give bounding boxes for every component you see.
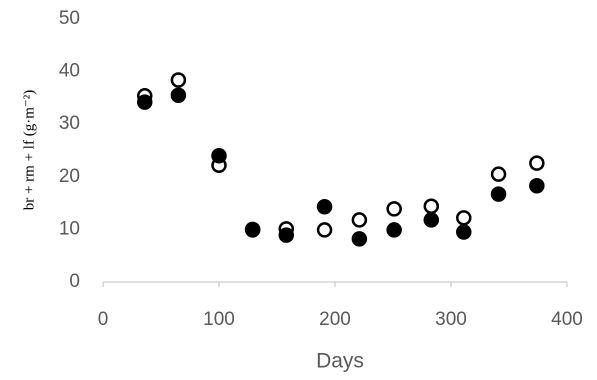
- point: [529, 155, 545, 171]
- x-tick-label: 100: [203, 309, 235, 330]
- y-tick-label: 10: [59, 218, 80, 239]
- y-axis-label: br + rm + lf (g·m⁻²): [21, 90, 37, 211]
- point: [351, 212, 368, 228]
- point: [137, 94, 153, 110]
- point: [490, 186, 507, 202]
- x-axis-label: Days: [316, 350, 364, 373]
- y-tick-label: 40: [59, 61, 80, 82]
- y-tick-label: 30: [59, 113, 80, 134]
- point: [456, 210, 472, 226]
- point: [351, 231, 368, 247]
- point: [423, 212, 440, 228]
- x-tick-label: 400: [551, 309, 583, 330]
- point: [278, 227, 295, 243]
- point: [490, 166, 507, 182]
- point: [316, 199, 333, 215]
- point: [211, 148, 227, 164]
- x-tick-label: 200: [319, 309, 351, 330]
- x-tick-label: 300: [435, 309, 467, 330]
- point: [170, 87, 187, 104]
- point: [244, 222, 261, 238]
- y-tick-label: 50: [59, 8, 80, 29]
- point: [386, 222, 402, 238]
- point: [316, 222, 333, 238]
- y-tick-label: 20: [59, 166, 80, 187]
- point: [529, 177, 545, 194]
- point: [456, 224, 472, 240]
- x-tick-label: 0: [98, 309, 109, 330]
- point: [386, 201, 402, 217]
- y-tick-label: 0: [69, 271, 80, 292]
- point: [170, 72, 187, 88]
- point: [423, 198, 440, 215]
